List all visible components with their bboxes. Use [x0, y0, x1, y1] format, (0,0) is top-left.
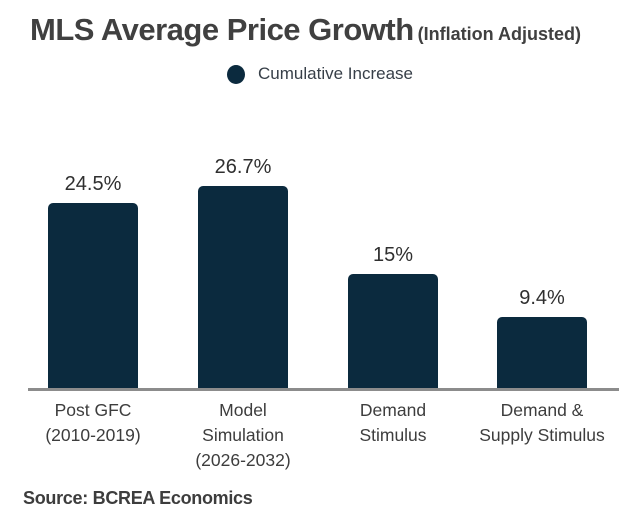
- bars-area: 24.5% 26.7% 15% 9.4%: [48, 156, 587, 388]
- bar-group-model-simulation: 26.7%: [198, 156, 288, 388]
- chart-title: MLS Average Price Growth (Inflation Adjus…: [30, 12, 630, 48]
- bar-group-post-gfc: 24.5%: [48, 173, 138, 388]
- bar-model-simulation: [198, 186, 288, 388]
- x-axis-label-demand-stimulus: Demand Stimulus: [359, 400, 427, 445]
- bar-demand-supply-stimulus: [497, 317, 587, 388]
- x-axis-label-post-gfc: Post GFC (2010-2019): [45, 400, 141, 445]
- bar-value-label: 26.7%: [214, 156, 272, 178]
- bar-value-label: 9.4%: [519, 287, 565, 309]
- legend-dot-icon: [227, 64, 246, 84]
- x-axis-line: [28, 388, 619, 391]
- bar-group-demand-stimulus: 15%: [348, 244, 438, 388]
- legend-label: Cumulative Increase: [258, 64, 413, 83]
- chart-title-main: MLS Average Price Growth: [30, 12, 414, 47]
- chart-legend: Cumulative Increase: [0, 64, 640, 84]
- bar-value-label: 24.5%: [64, 173, 122, 195]
- chart-title-suffix: (Inflation Adjusted): [417, 24, 581, 44]
- source-caption: Source: BCREA Economics: [23, 488, 253, 508]
- x-axis-label-model-simulation: Model Simulation (2026-2032): [195, 400, 291, 470]
- bar-post-gfc: [48, 203, 138, 388]
- x-axis-label-demand-supply-stimulus: Demand & Supply Stimulus: [479, 400, 605, 445]
- bar-group-demand-supply-stimulus: 9.4%: [497, 287, 587, 388]
- bar-value-label: 15%: [372, 244, 414, 266]
- bar-demand-stimulus: [348, 274, 438, 388]
